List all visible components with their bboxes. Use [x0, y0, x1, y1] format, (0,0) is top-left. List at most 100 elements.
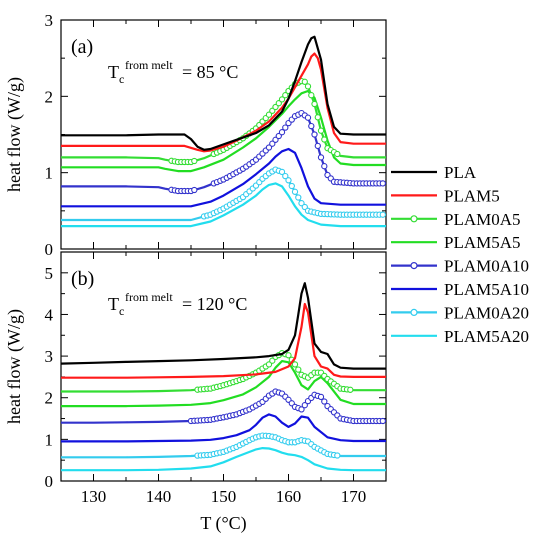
panel-a-point-plam0a20 — [282, 172, 289, 180]
panel-a-label: (a) — [71, 36, 93, 58]
panel-b-point-plam0a10 — [321, 398, 328, 405]
panel-b-point-plam0a10 — [301, 402, 308, 409]
panel-a-series-plam5a5 — [61, 89, 386, 173]
panel-b-y-tick-label: 1 — [45, 430, 54, 449]
x-tick-label: 140 — [146, 487, 172, 506]
panel-b-series-pla — [61, 282, 386, 370]
panel-b-series-plam5a20 — [61, 447, 386, 472]
panel-b-annotation-value: = 120 °C — [182, 294, 247, 314]
panel-b-annotation-superscript: from melt — [125, 290, 173, 304]
panel-b-point-plam0a5 — [295, 366, 302, 373]
panel-b-y-tick-label: 0 — [45, 472, 54, 491]
panel-a-point-plam0a5 — [301, 78, 308, 85]
panel-a-point-plam0a5 — [317, 127, 325, 134]
x-tick-label: 150 — [211, 487, 237, 506]
panel-a-point-plam0a5 — [321, 136, 328, 143]
panel-a-point-plam0a5 — [278, 96, 286, 103]
panel-a-y-tick-label: 0 — [45, 240, 54, 259]
panel-a-y-tick-label: 2 — [45, 87, 54, 106]
panel-b-label: (b) — [71, 268, 94, 290]
panel-a-annotation-superscript: from melt — [125, 58, 173, 72]
panel-b-y-tick-label: 2 — [45, 389, 54, 408]
panel-a-y-tick-label: 1 — [45, 164, 54, 183]
panel-a-annotation-subscript: c — [119, 72, 124, 86]
legend-marker — [410, 215, 418, 223]
legend-label: PLAM5A20 — [444, 327, 529, 346]
panel-a-point-plam0a5 — [191, 157, 198, 165]
panel-b-annotation-symbol: T — [108, 294, 119, 314]
panel-b-annotation-subscript: c — [119, 304, 124, 318]
panel-a-point-plam0a20 — [295, 194, 302, 201]
legend-label: PLA — [444, 163, 477, 182]
panel-a-point-plam0a10 — [311, 131, 318, 138]
panel-b-point-plam0a10 — [317, 393, 325, 401]
legend-item-plam0a20: PLAM0A20 — [391, 303, 529, 322]
panel-a-annotation-symbol: T — [108, 62, 119, 82]
panel-a-point-plam0a20 — [291, 188, 299, 195]
panel-b-point-plam0a10 — [298, 406, 305, 413]
panel-a-point-plam0a10 — [321, 163, 328, 170]
panel-b-point-plam0a5 — [347, 386, 354, 393]
x-tick-label: 130 — [81, 487, 107, 506]
panel-a-point-plam0a10 — [314, 142, 321, 150]
panel-a-point-plam0a5 — [304, 83, 312, 90]
panel-a-point-plam0a10 — [272, 136, 279, 143]
panel-a-point-plam0a20 — [278, 168, 286, 176]
legend-label: PLAM5A5 — [444, 233, 521, 252]
panel-b-y-tick-label: 4 — [45, 305, 54, 324]
legend-label: PLAM0A20 — [444, 303, 529, 322]
legend-item-plam5a5: PLAM5A5 — [391, 233, 521, 252]
panel-a-point-plam0a10 — [308, 122, 315, 130]
panel-b-series-plam5a5 — [61, 360, 386, 408]
legend-marker — [410, 308, 418, 316]
panel-a-point-plam0a20 — [285, 177, 292, 184]
panel-a-y-tick-label: 3 — [45, 11, 54, 30]
panel-a-point-plam0a10 — [278, 129, 286, 136]
panel-a-series-plam5a20 — [61, 182, 386, 228]
panel-a-point-plam0a5 — [314, 114, 321, 121]
panel-a-point-plam0a10 — [304, 114, 312, 121]
panel-a-point-plam0a20 — [298, 200, 305, 207]
panel-b-point-plam0a5 — [285, 352, 292, 359]
panel-b-point-plam0a5 — [291, 361, 299, 368]
legend-item-plam5: PLAM5 — [391, 186, 500, 205]
panel-b-y-tick-label: 5 — [45, 264, 54, 283]
panel-a-point-plam0a20 — [288, 182, 295, 190]
panel-a-point-plam0a10 — [191, 186, 198, 194]
panel-b-series-group — [61, 282, 386, 472]
panel-a-point-plam0a5 — [282, 92, 289, 99]
panel-a-point-plam0a10 — [282, 124, 289, 131]
panel-a-point-plam0a10 — [379, 180, 386, 187]
x-tick-label: 160 — [276, 487, 302, 506]
panel-a-point-plam0a20 — [379, 211, 386, 218]
legend: PLA PLAM5 PLAM0A5 PLAM5A5 PLAM0A10 PLAM5A10 PL… — [391, 163, 529, 346]
panel-a-series-pla — [61, 35, 386, 151]
panel-a-point-plam0a5 — [334, 150, 341, 158]
panel-a-point-plam0a5 — [308, 92, 315, 99]
legend-item-plam0a10: PLAM0A10 — [391, 257, 529, 276]
panel-a-point-plam0a5 — [265, 111, 273, 118]
x-axis-label: T (°C) — [200, 513, 246, 534]
panel-b-point-plam0a10 — [379, 417, 386, 425]
legend-item-plam5a10: PLAM5A10 — [391, 280, 529, 299]
panel-b-y-tick-label: 3 — [45, 347, 54, 366]
legend-item-plam5a20: PLAM5A20 — [391, 327, 529, 346]
panel-a-point-plam0a5 — [311, 100, 318, 108]
panel-a-point-plam0a10 — [269, 140, 276, 147]
legend-marker — [410, 262, 418, 270]
x-tick-label: 170 — [341, 487, 367, 506]
legend-label: PLAM5 — [444, 186, 500, 205]
panel-b-point-plam0a20 — [334, 452, 341, 459]
legend-item-plam0a5: PLAM0A5 — [391, 210, 521, 229]
x-axis: 130 140 150 160 170 — [81, 487, 367, 506]
panel-a-point-plam0a10 — [265, 144, 273, 151]
panel-b-series-plam5 — [61, 302, 386, 379]
panel-a-series-group — [61, 35, 386, 228]
legend-label: PLAM0A10 — [444, 257, 529, 276]
panel-a-point-plam0a10 — [317, 154, 325, 161]
